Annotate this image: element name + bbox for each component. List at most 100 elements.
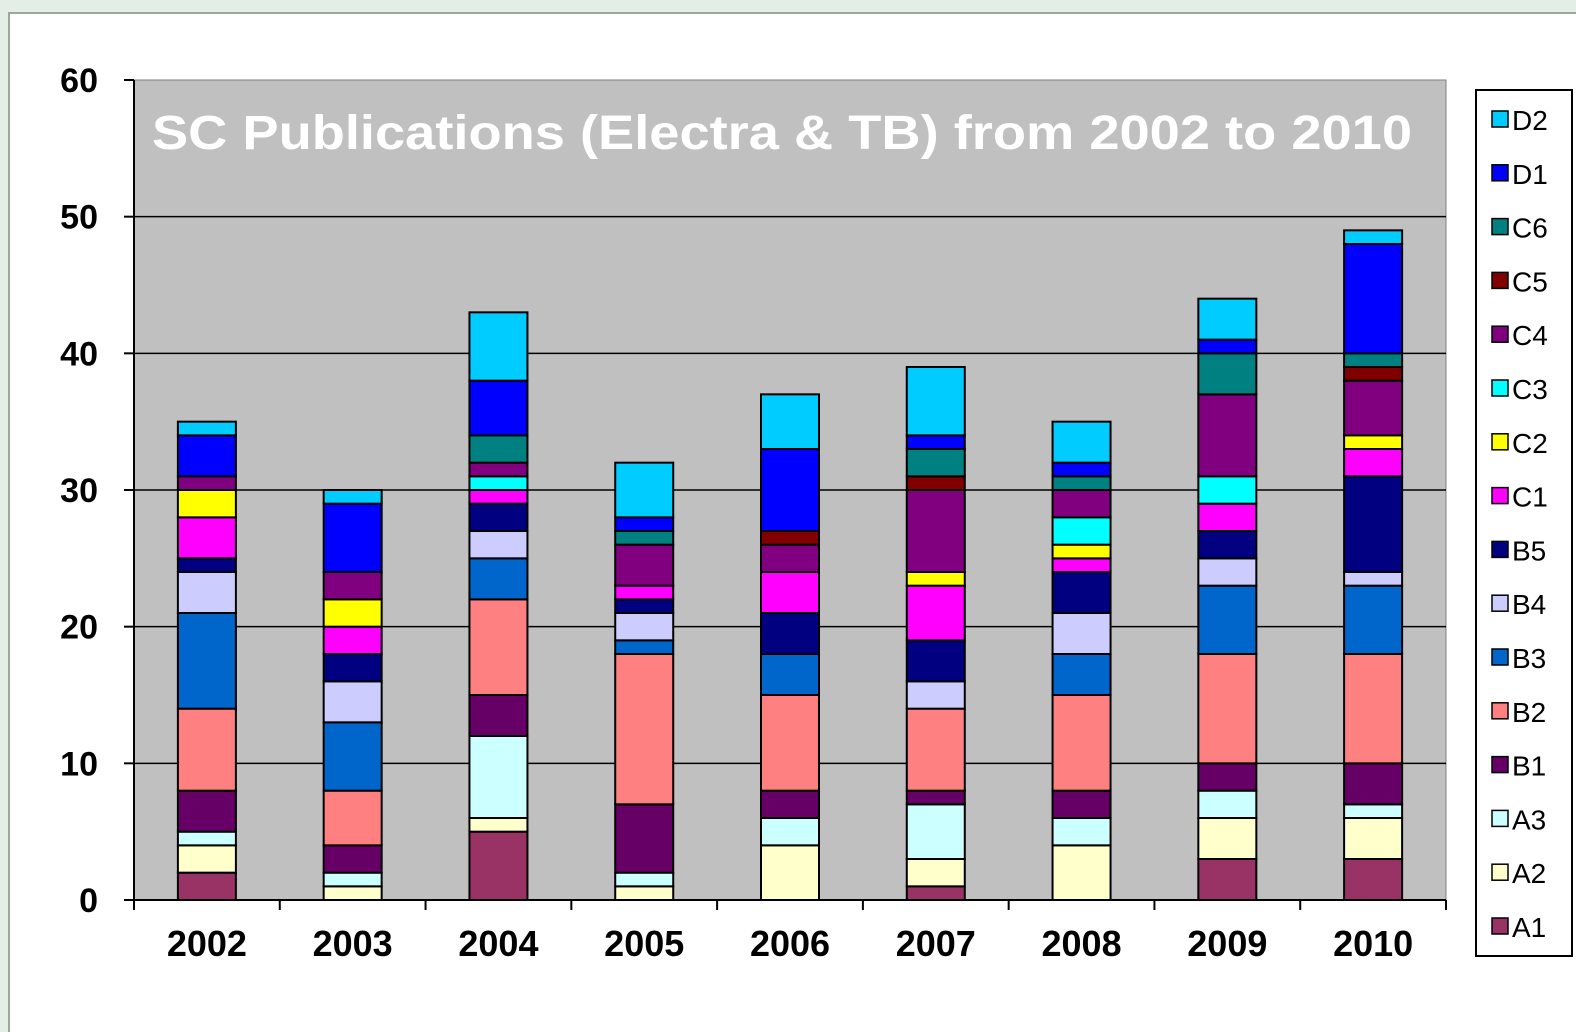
bar-segment-d2-2008 — [1051, 420, 1112, 464]
bar-segment-c2-2003 — [322, 598, 383, 628]
bar-segment-a2-2009 — [1197, 817, 1258, 860]
x-tick-label: 2004 — [458, 923, 538, 964]
bar-segment-b2-2003 — [322, 789, 383, 847]
bar-segment-b2-2008 — [1051, 694, 1112, 792]
bar-segment-b1-2002 — [176, 789, 237, 833]
bar-segment-d2-2006 — [760, 393, 820, 451]
bar-segment-b2-2009 — [1197, 653, 1258, 765]
legend-label-b1: B1 — [1512, 751, 1546, 782]
bar-segment-b1-2006 — [760, 789, 820, 820]
bar-segment-a3-2009 — [1197, 789, 1258, 820]
bar-segment-a3-2010 — [1343, 803, 1404, 819]
x-tick-label: 2007 — [896, 923, 976, 964]
bar-segment-d1-2009 — [1197, 338, 1258, 355]
bar-segment-a3-2004 — [468, 735, 529, 819]
bar-segment-b1-2004 — [468, 694, 529, 737]
y-tick-label: 0 — [79, 882, 98, 920]
bar-segment-d1-2007 — [905, 434, 966, 451]
bar-segment-a2-2004 — [468, 817, 529, 833]
legend-label-c2: C2 — [1512, 428, 1548, 459]
y-tick-label: 20 — [60, 609, 98, 647]
bar-segment-b2-2007 — [905, 707, 966, 792]
legend-swatch-b1 — [1491, 755, 1509, 774]
x-tick-label: 2002 — [167, 923, 247, 964]
legend-label-c3: C3 — [1512, 374, 1548, 405]
bar-segment-a1-2007 — [905, 885, 966, 901]
y-tick-label: 30 — [60, 472, 98, 510]
bar-segment-b5-2002 — [176, 557, 237, 573]
bar-segment-a2-2002 — [176, 844, 237, 874]
bar-segment-b5-2005 — [614, 598, 675, 614]
bar-segment-b5-2007 — [905, 639, 966, 683]
bar-segment-d1-2006 — [760, 448, 820, 532]
bar-segment-c4-2002 — [176, 475, 237, 492]
legend-label-c4: C4 — [1512, 320, 1548, 351]
x-tick-label: 2010 — [1333, 923, 1413, 964]
bar-segment-c1-2005 — [614, 584, 675, 601]
legend-swatch-c3 — [1491, 379, 1509, 397]
bar-segment-d2-2004 — [468, 311, 529, 382]
bar-segment-c4-2009 — [1197, 393, 1258, 478]
x-tick-label: 2003 — [313, 923, 393, 964]
bar-segment-c2-2007 — [905, 571, 966, 587]
bar-segment-a3-2008 — [1051, 817, 1112, 847]
bar-segment-b3-2004 — [468, 557, 529, 601]
bar-segment-b4-2010 — [1343, 571, 1404, 587]
bar-segment-d2-2009 — [1197, 297, 1258, 341]
bar-segment-a1-2004 — [468, 830, 529, 902]
x-tick-label: 2009 — [1187, 923, 1267, 964]
bar-segment-b3-2006 — [760, 653, 820, 696]
bar-segment-c1-2006 — [760, 571, 820, 614]
bar-segment-b4-2003 — [322, 680, 383, 724]
bar-segment-a1-2002 — [176, 871, 237, 902]
bar-segment-d2-2002 — [176, 420, 237, 437]
bar-segment-a1-2009 — [1197, 858, 1258, 901]
y-tick-label: 60 — [60, 62, 98, 100]
chart-title: SC Publications (Electra & TB) from 2002… — [152, 107, 1412, 160]
legend-label-b5: B5 — [1512, 535, 1546, 566]
bar-segment-b5-2006 — [760, 612, 820, 655]
bar-segment-b1-2010 — [1343, 762, 1404, 806]
bar-segment-b5-2004 — [468, 502, 529, 532]
bar-segment-d2-2010 — [1343, 229, 1404, 245]
legend-swatch-c5 — [1491, 271, 1509, 290]
legend-label-c1: C1 — [1512, 482, 1548, 513]
x-tick-label: 2006 — [750, 923, 830, 964]
bar-segment-b3-2008 — [1051, 653, 1112, 696]
bar-segment-d1-2008 — [1051, 461, 1112, 478]
bar-segment-c6-2004 — [468, 434, 529, 464]
legend-label-b2: B2 — [1512, 697, 1546, 728]
y-tick-label: 50 — [60, 199, 98, 237]
legend-label-a3: A3 — [1512, 804, 1546, 835]
bar-segment-b2-2006 — [760, 694, 820, 792]
legend-swatch-a1 — [1491, 917, 1509, 935]
bar-segment-d1-2002 — [176, 434, 237, 478]
bar-segment-c1-2010 — [1343, 448, 1404, 478]
bar-segment-a2-2006 — [760, 844, 820, 901]
bar-segment-d1-2005 — [614, 516, 675, 533]
bar-segment-c2-2010 — [1343, 434, 1404, 451]
bar-segment-b3-2002 — [176, 612, 237, 710]
bars-layer — [176, 229, 1404, 902]
legend-label-b3: B3 — [1512, 643, 1546, 674]
bar-segment-c1-2008 — [1051, 557, 1112, 573]
bar-segment-a2-2007 — [905, 858, 966, 888]
bar-segment-c2-2008 — [1051, 543, 1112, 560]
legend-swatch-c1 — [1491, 486, 1509, 505]
bar-segment-c3-2009 — [1197, 475, 1258, 505]
bar-segment-c4-2003 — [322, 571, 383, 601]
bar-segment-b1-2009 — [1197, 762, 1258, 792]
bar-segment-b4-2008 — [1051, 612, 1112, 655]
bar-segment-c6-2010 — [1343, 352, 1404, 369]
legend-label-b4: B4 — [1512, 589, 1546, 620]
bar-segment-c4-2005 — [614, 543, 675, 587]
bar-segment-b2-2002 — [176, 707, 237, 792]
bar-segment-b5-2009 — [1197, 530, 1258, 560]
legend-swatch-c2 — [1491, 433, 1509, 451]
bar-segment-c3-2004 — [468, 475, 529, 492]
legend-swatch-b5 — [1491, 540, 1509, 559]
bar-segment-d1-2010 — [1343, 243, 1404, 355]
bar-segment-b1-2007 — [905, 789, 966, 806]
bar-segment-c4-2006 — [760, 543, 820, 574]
bar-segment-a3-2006 — [760, 817, 820, 847]
